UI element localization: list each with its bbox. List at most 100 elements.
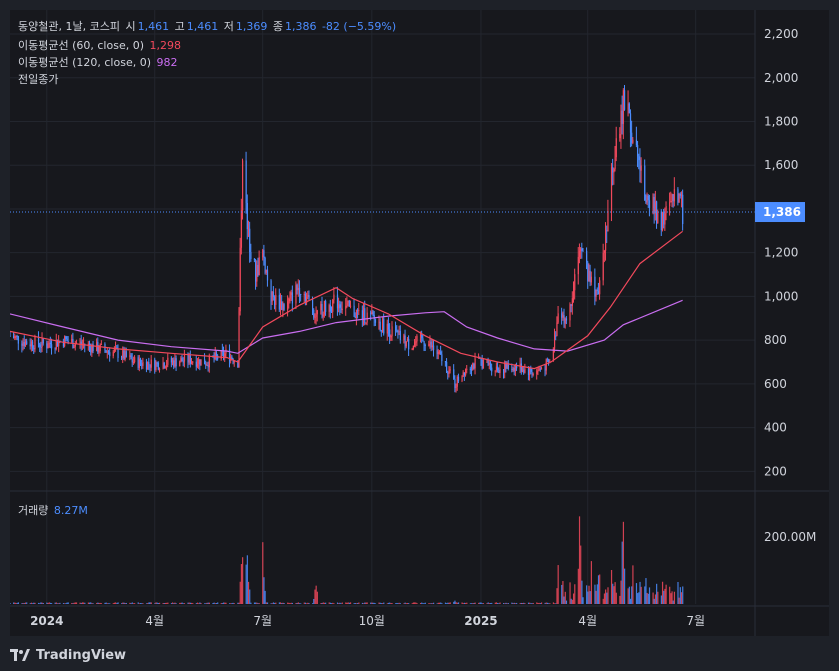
- volume-bar: [538, 602, 540, 604]
- candle-body: [26, 341, 28, 345]
- volume-bar: [221, 603, 224, 604]
- candle-body: [403, 335, 405, 341]
- candle-body: [491, 367, 493, 372]
- volume-bar: [555, 603, 557, 604]
- candle-body: [505, 362, 507, 369]
- volume-bar: [223, 602, 225, 604]
- volume-bar: [680, 592, 683, 604]
- volume-bar: [563, 596, 565, 604]
- ma60-line: [9, 230, 683, 370]
- volume-bar: [22, 603, 24, 604]
- candle-body: [456, 376, 458, 387]
- candle-body: [455, 386, 457, 388]
- volume-bar: [448, 602, 450, 604]
- grid: [10, 10, 755, 604]
- candle-body: [215, 352, 218, 356]
- legend-volume[interactable]: 거래량 8.27M: [18, 502, 90, 518]
- volume-bar: [187, 602, 189, 604]
- volume-bar: [182, 603, 184, 604]
- volume-bar: [256, 602, 258, 604]
- volume-bar: [96, 602, 98, 604]
- candle-body: [629, 113, 632, 133]
- candle-body: [507, 363, 509, 369]
- volume-bar: [232, 602, 234, 604]
- candle-body: [214, 352, 216, 359]
- candle-body: [620, 110, 622, 134]
- volume-bar: [155, 602, 157, 604]
- candle-body: [428, 344, 430, 346]
- candle-body: [669, 202, 671, 207]
- candle-body: [548, 359, 550, 363]
- volume-bar: [524, 603, 526, 604]
- candle-body: [462, 372, 464, 377]
- candle-body: [544, 368, 546, 371]
- candle-body: [167, 357, 169, 365]
- volume-bar: [353, 603, 355, 604]
- candle-body: [250, 252, 252, 259]
- candle-body: [370, 312, 372, 314]
- volume-bar: [380, 603, 383, 604]
- candle-body: [511, 368, 513, 370]
- volume-bar: [180, 602, 182, 604]
- candle-body: [520, 363, 522, 372]
- candle-body: [282, 304, 284, 310]
- volume-bar: [656, 583, 658, 604]
- volume-bar: [37, 602, 40, 604]
- y-tick-label: 1,600: [764, 158, 798, 172]
- volume-bar: [605, 589, 607, 604]
- candle-body: [39, 344, 41, 347]
- candle-body: [189, 355, 192, 364]
- candle-body: [91, 344, 93, 353]
- volume-bar: [481, 603, 483, 604]
- candle-body: [291, 292, 294, 304]
- candle-body: [386, 323, 388, 334]
- volume-bar: [615, 592, 617, 604]
- candle-body: [504, 362, 506, 373]
- volume-bar: [79, 602, 81, 604]
- candle-body: [345, 305, 347, 309]
- volume-bar: [438, 602, 441, 604]
- candle-body: [406, 338, 409, 342]
- volume-bar: [279, 602, 282, 604]
- candle-body: [122, 350, 124, 358]
- volume-bar: [14, 602, 16, 604]
- tradingview-logo[interactable]: TradingView: [10, 643, 126, 667]
- volume-bar: [192, 603, 194, 604]
- legend-ma120[interactable]: 이동평균선 (120, close, 0) 982: [18, 54, 180, 70]
- volume-bar: [179, 602, 181, 604]
- volume-bar: [357, 602, 359, 604]
- candle-body: [148, 361, 150, 365]
- legend-ma60[interactable]: 이동평균선 (60, close, 0) 1,298: [18, 37, 183, 53]
- volume-bar: [455, 602, 457, 604]
- candle-body: [162, 362, 164, 369]
- candle-body: [336, 294, 339, 309]
- volume-bar: [62, 603, 65, 604]
- volume-bar: [271, 603, 273, 604]
- legend-prev-close[interactable]: 전일종가: [18, 71, 60, 87]
- volume-bar: [557, 565, 559, 604]
- price-chart[interactable]: 2004006008001,0001,2001,4001,6001,8002,0…: [9, 10, 829, 636]
- volume-bar: [51, 603, 53, 604]
- candle-body: [554, 335, 556, 349]
- candle-body: [538, 368, 540, 371]
- chart-area[interactable]: 2004006008001,0001,2001,4001,6001,8002,0…: [9, 10, 829, 636]
- candle-body: [304, 294, 307, 303]
- candle-body: [55, 339, 57, 349]
- candle-body: [97, 341, 99, 353]
- volume-bar: [166, 602, 168, 604]
- candle-body: [621, 110, 623, 124]
- candle-body: [411, 348, 413, 350]
- volume-bar: [488, 603, 490, 604]
- volume-bar: [170, 603, 173, 604]
- candle-body: [499, 369, 501, 373]
- high-value: 1,461: [186, 20, 219, 33]
- candle-body: [357, 309, 359, 311]
- volume-bar: [196, 602, 199, 604]
- candle-body: [306, 296, 308, 303]
- candle-body: [262, 250, 264, 258]
- candle-body: [366, 312, 368, 323]
- volume-bar: [677, 581, 679, 604]
- volume-bar: [258, 603, 260, 604]
- volume-bar: [612, 583, 614, 604]
- candle-body: [228, 349, 231, 362]
